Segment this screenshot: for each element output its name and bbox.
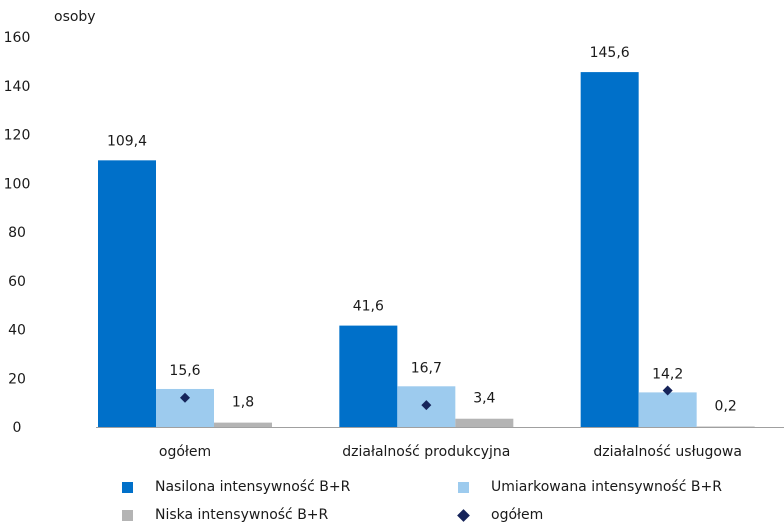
y-tick-label: 100 <box>4 176 31 192</box>
marker-ogolem <box>180 392 190 403</box>
y-tick-label: 120 <box>4 128 31 144</box>
data-label: 15,6 <box>169 363 200 379</box>
bar-chart: 0 20 40 60 80 100 120 140 160 109,4 15,6 1,8 41,6 16… <box>4 9 784 460</box>
bar-niska <box>696 426 755 428</box>
bar-nasilona <box>98 160 156 427</box>
y-axis-unit-label: osoby <box>54 9 96 25</box>
legend-label-nasilona: Nasilona intensywność B+R <box>155 479 351 495</box>
data-labels: 109,4 15,6 1,8 41,6 16,7 3,4 145,6 14,2 0,2 <box>107 45 737 414</box>
y-tick-label: 160 <box>4 30 31 46</box>
y-axis: 0 20 40 60 80 100 120 140 160 <box>4 30 31 436</box>
x-category-label: działalność usługowa <box>593 444 742 460</box>
legend-item-niska: Niska intensywność B+R <box>122 507 328 523</box>
x-category-label: działalność produkcyjna <box>342 444 510 460</box>
bars <box>98 72 755 428</box>
data-label: 145,6 <box>590 45 630 61</box>
y-tick-label: 140 <box>4 79 31 95</box>
legend-label-umiarkowana: Umiarkowana intensywność B+R <box>491 479 722 495</box>
data-label: 0,2 <box>715 399 737 415</box>
legend-item-ogolem: ogółem <box>457 507 544 523</box>
marker-ogolem <box>421 400 432 411</box>
data-label: 41,6 <box>353 299 384 315</box>
y-tick-label: 40 <box>8 323 26 339</box>
legend-swatch-nasilona <box>122 481 133 493</box>
data-label: 109,4 <box>107 133 147 149</box>
y-tick-label: 60 <box>8 274 26 290</box>
y-tick-label: 80 <box>8 225 26 241</box>
data-label: 16,7 <box>411 360 442 376</box>
legend-swatch-niska <box>122 509 133 521</box>
bar-niska <box>455 418 514 427</box>
legend-item-nasilona: Nasilona intensywność B+R <box>122 479 350 495</box>
bar-nasilona <box>339 325 398 427</box>
bar-umiarkowana <box>638 392 697 427</box>
legend-swatch-umiarkowana <box>458 481 469 493</box>
x-category-label: ogółem <box>159 444 211 460</box>
y-tick-label: 0 <box>13 420 22 436</box>
data-label: 1,8 <box>232 395 254 411</box>
bar-niska <box>214 422 272 427</box>
bar-nasilona <box>580 72 639 427</box>
marker-ogolem <box>662 385 673 396</box>
legend-item-umiarkowana: Umiarkowana intensywność B+R <box>458 479 722 495</box>
markers <box>180 385 673 411</box>
y-tick-label: 20 <box>8 371 26 387</box>
data-label: 3,4 <box>473 391 495 407</box>
legend-label-niska: Niska intensywność B+R <box>155 507 329 523</box>
x-axis-categories: ogółem działalność produkcyjna działalność… <box>159 444 742 460</box>
legend-diamond-icon <box>457 508 470 522</box>
data-label: 14,2 <box>652 366 683 382</box>
legend-label-ogolem: ogółem <box>491 507 544 523</box>
